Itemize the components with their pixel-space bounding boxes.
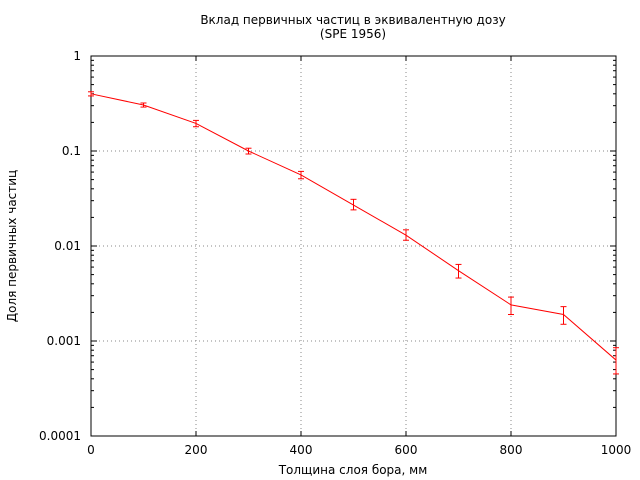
- data-point-errorbar: [508, 296, 514, 316]
- x-tick-label: 200: [185, 443, 208, 457]
- y-tick-label: 1: [73, 49, 81, 63]
- data-point-errorbar: [245, 147, 252, 155]
- x-tick-label: 0: [87, 443, 95, 457]
- y-tick-label: 0.1: [62, 144, 81, 158]
- y-axis-label: Доля первичных частиц: [5, 170, 19, 322]
- x-axis-label: Толщина слоя бора, мм: [278, 463, 428, 477]
- series-line: [90, 93, 617, 361]
- data-point-errorbar: [613, 347, 619, 375]
- y-tick-label: 0.01: [54, 239, 81, 253]
- data-point-errorbar: [403, 229, 409, 241]
- grid: [91, 56, 616, 436]
- y-tick-label: 0.001: [47, 334, 81, 348]
- data-point-errorbar: [88, 91, 94, 97]
- data-point-errorbar: [455, 263, 462, 279]
- x-tick-label: 1000: [601, 443, 632, 457]
- x-tick-label: 600: [395, 443, 418, 457]
- chart-title: Вклад первичных частиц в эквивалентную д…: [200, 13, 505, 27]
- x-tick-label: 800: [500, 443, 523, 457]
- data-series: [88, 91, 619, 375]
- data-point-errorbar: [193, 119, 199, 128]
- y-tick-label: 0.0001: [39, 429, 81, 443]
- data-point-errorbar: [298, 170, 304, 180]
- x-tick-label: 400: [290, 443, 313, 457]
- data-point-errorbar: [140, 102, 147, 108]
- chart-subtitle: (SPE 1956): [320, 27, 386, 41]
- axis-ticks: 0 200 400 600 800 1000 0.0001 0.001 0.01 0.1 1: [39, 49, 631, 457]
- data-point-errorbar: [350, 198, 357, 211]
- data-point-errorbar: [560, 306, 567, 325]
- plot-frame: [90, 55, 617, 437]
